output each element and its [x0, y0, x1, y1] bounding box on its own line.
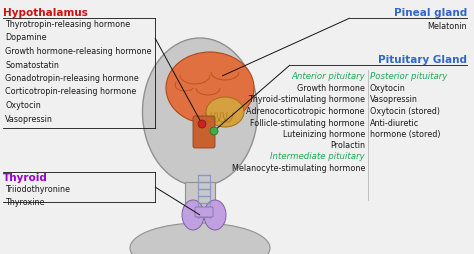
- Text: Melatonin: Melatonin: [428, 22, 467, 31]
- Text: Thyrotropin-releasing hormone: Thyrotropin-releasing hormone: [5, 20, 130, 29]
- Text: Oxytocin (stored): Oxytocin (stored): [370, 107, 440, 116]
- Ellipse shape: [204, 200, 226, 230]
- Text: Growth hormone-releasing hormone: Growth hormone-releasing hormone: [5, 47, 152, 56]
- Text: Somatostatin: Somatostatin: [5, 60, 59, 70]
- Text: Thyroxine: Thyroxine: [5, 198, 45, 207]
- Ellipse shape: [130, 223, 270, 254]
- Text: Intermediate pituitary: Intermediate pituitary: [270, 152, 365, 161]
- Text: Luteinizing hormone: Luteinizing hormone: [283, 130, 365, 139]
- Text: Thyroid-stimulating hormone: Thyroid-stimulating hormone: [248, 96, 365, 104]
- Text: Thyroid: Thyroid: [3, 173, 48, 183]
- Ellipse shape: [206, 97, 244, 127]
- Text: Oxytocin: Oxytocin: [370, 84, 406, 93]
- Ellipse shape: [143, 38, 257, 186]
- Text: Prolactin: Prolactin: [330, 141, 365, 151]
- Circle shape: [198, 120, 206, 128]
- Text: Growth hormone: Growth hormone: [297, 84, 365, 93]
- Text: Oxytocin: Oxytocin: [5, 101, 41, 110]
- Text: Follicle-stimulating hormone: Follicle-stimulating hormone: [250, 119, 365, 128]
- Text: Pituitary Gland: Pituitary Gland: [378, 55, 467, 65]
- Text: Triiodothyronine: Triiodothyronine: [5, 185, 70, 194]
- Text: Anterior pituitary: Anterior pituitary: [291, 72, 365, 81]
- Text: Vasopressin: Vasopressin: [370, 96, 418, 104]
- Text: Corticotropin-releasing hormone: Corticotropin-releasing hormone: [5, 87, 136, 97]
- Text: Pineal gland: Pineal gland: [394, 8, 467, 18]
- Text: Hypothalamus: Hypothalamus: [3, 8, 88, 18]
- Text: Gonadotropin-releasing hormone: Gonadotropin-releasing hormone: [5, 74, 139, 83]
- Ellipse shape: [182, 200, 204, 230]
- FancyBboxPatch shape: [193, 116, 215, 148]
- Text: Posterior pituitary: Posterior pituitary: [370, 72, 447, 81]
- Text: Dopamine: Dopamine: [5, 34, 46, 42]
- Text: hormone (stored): hormone (stored): [370, 130, 440, 139]
- Text: Anti-diuretic: Anti-diuretic: [370, 119, 419, 128]
- Circle shape: [210, 127, 218, 135]
- Ellipse shape: [166, 52, 254, 124]
- Text: Melanocyte-stimulating hormone: Melanocyte-stimulating hormone: [232, 164, 365, 173]
- Text: Adrenocorticotropic hormone: Adrenocorticotropic hormone: [246, 107, 365, 116]
- Text: Vasopressin: Vasopressin: [5, 115, 53, 123]
- FancyBboxPatch shape: [185, 182, 215, 237]
- FancyBboxPatch shape: [195, 207, 213, 217]
